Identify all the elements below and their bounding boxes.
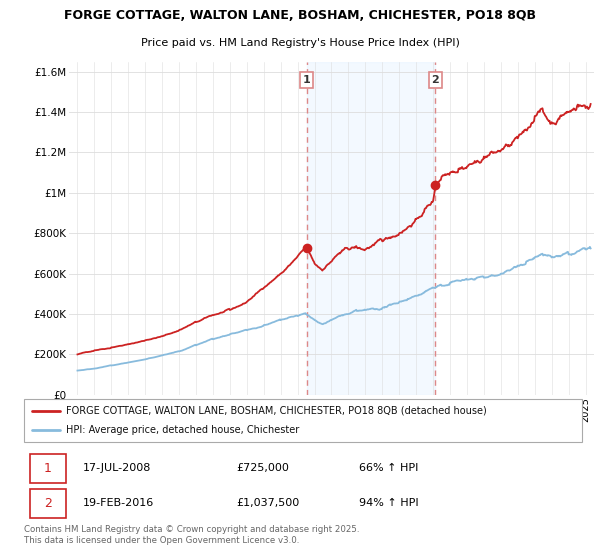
- Text: £1,037,500: £1,037,500: [236, 498, 299, 508]
- Text: FORGE COTTAGE, WALTON LANE, BOSHAM, CHICHESTER, PO18 8QB: FORGE COTTAGE, WALTON LANE, BOSHAM, CHIC…: [64, 9, 536, 22]
- Text: Price paid vs. HM Land Registry's House Price Index (HPI): Price paid vs. HM Land Registry's House …: [140, 38, 460, 48]
- Text: £725,000: £725,000: [236, 464, 289, 473]
- Text: 17-JUL-2008: 17-JUL-2008: [83, 464, 151, 473]
- Text: FORGE COTTAGE, WALTON LANE, BOSHAM, CHICHESTER, PO18 8QB (detached house): FORGE COTTAGE, WALTON LANE, BOSHAM, CHIC…: [66, 406, 487, 416]
- Bar: [307, 62, 436, 395]
- Text: 1: 1: [303, 75, 311, 85]
- Text: 1: 1: [44, 462, 52, 475]
- Text: 2: 2: [44, 497, 52, 510]
- FancyBboxPatch shape: [29, 454, 66, 483]
- Text: 19-FEB-2016: 19-FEB-2016: [83, 498, 154, 508]
- Text: 66% ↑ HPI: 66% ↑ HPI: [359, 464, 418, 473]
- Text: HPI: Average price, detached house, Chichester: HPI: Average price, detached house, Chic…: [66, 425, 299, 435]
- Text: Contains HM Land Registry data © Crown copyright and database right 2025.
This d: Contains HM Land Registry data © Crown c…: [24, 525, 359, 545]
- Text: 2: 2: [431, 75, 439, 85]
- FancyBboxPatch shape: [24, 399, 582, 442]
- FancyBboxPatch shape: [29, 489, 66, 517]
- Text: 94% ↑ HPI: 94% ↑ HPI: [359, 498, 418, 508]
